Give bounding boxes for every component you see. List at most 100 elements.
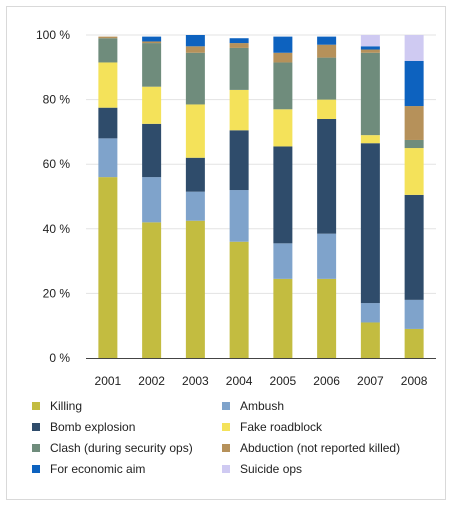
bar-segment bbox=[229, 89, 249, 131]
bar-segment bbox=[185, 52, 205, 105]
bar-segment bbox=[185, 104, 205, 158]
bar-segment bbox=[317, 278, 337, 358]
bar-segment bbox=[317, 118, 337, 234]
bar-segment bbox=[98, 107, 118, 139]
legend-item: Suicide ops bbox=[222, 461, 437, 476]
bar-segment bbox=[98, 177, 118, 358]
bar-segment bbox=[98, 38, 118, 63]
bar-segment bbox=[317, 57, 337, 100]
bar-segment bbox=[360, 52, 380, 136]
bars bbox=[98, 35, 424, 358]
bar-segment bbox=[142, 177, 162, 223]
legend-label: For economic aim bbox=[50, 461, 146, 476]
bar-segment bbox=[229, 38, 249, 44]
x-tick-label: 2005 bbox=[270, 374, 297, 388]
legend-item: Fake roadblock bbox=[222, 419, 437, 434]
x-tick-label: 2006 bbox=[313, 374, 340, 388]
bar-segment bbox=[404, 139, 424, 149]
gridlines bbox=[86, 34, 436, 294]
bar-segment bbox=[317, 36, 337, 45]
x-tick-label: 2008 bbox=[401, 374, 428, 388]
legend: Killing Ambush Bomb explosion Fake roadbloc… bbox=[32, 398, 442, 476]
x-tick-label: 2007 bbox=[357, 374, 384, 388]
x-tick-label: 2004 bbox=[226, 374, 253, 388]
bar-segment bbox=[229, 130, 249, 191]
legend-swatch bbox=[32, 443, 40, 452]
bar-segment bbox=[360, 135, 380, 144]
legend-item: Ambush bbox=[222, 398, 437, 413]
x-tick-label: 2003 bbox=[182, 374, 209, 388]
legend-label: Suicide ops bbox=[240, 461, 303, 476]
legend-item: Clash (during security ops) bbox=[32, 440, 222, 455]
legend-label: Fake roadblock bbox=[240, 419, 323, 434]
bar-segment bbox=[360, 143, 380, 304]
legend-swatch bbox=[222, 401, 230, 410]
bar-segment bbox=[185, 35, 205, 47]
legend-item: Abduction (not reported killed) bbox=[222, 440, 437, 455]
bar-segment bbox=[360, 35, 380, 47]
bar-segment bbox=[185, 220, 205, 358]
bar-segment bbox=[273, 243, 293, 279]
x-tick-label: 2001 bbox=[95, 374, 122, 388]
y-tick-label: 20 % bbox=[43, 286, 71, 300]
bar-segment bbox=[98, 36, 118, 39]
bar-segment bbox=[317, 99, 337, 119]
legend-swatch bbox=[222, 422, 230, 431]
legend-label: Ambush bbox=[240, 398, 285, 413]
legend-label: Killing bbox=[50, 398, 83, 413]
bar-segment bbox=[404, 148, 424, 195]
stacked-bar-chart: 0 %20 %40 %60 %80 %100 % 2001 2002 2003 200… bbox=[36, 28, 436, 388]
bar-segment bbox=[98, 138, 118, 178]
bar-segment bbox=[360, 303, 380, 323]
bar-segment bbox=[360, 49, 380, 53]
bar-segment bbox=[404, 60, 424, 107]
bar-segment bbox=[229, 241, 249, 358]
bar-segment bbox=[317, 44, 337, 58]
y-axis-labels: 0 % 20 % 40 % 60 % 80 % 100 % bbox=[36, 28, 70, 365]
bar-segment bbox=[317, 233, 337, 279]
legend-swatch bbox=[222, 443, 230, 452]
bar-segment bbox=[142, 123, 162, 178]
bar-segment bbox=[273, 278, 293, 358]
bar-segment bbox=[142, 36, 162, 42]
y-tick-label: 0 % bbox=[49, 351, 70, 365]
bar-segment bbox=[404, 299, 424, 329]
legend-swatch bbox=[32, 401, 40, 410]
bar-segment bbox=[404, 106, 424, 140]
bar-segment bbox=[185, 191, 205, 221]
y-tick-label: 60 % bbox=[43, 157, 71, 171]
bar-segment bbox=[360, 46, 380, 50]
bar-segment bbox=[229, 43, 249, 48]
bar-segment bbox=[360, 322, 380, 358]
bar-segment bbox=[404, 194, 424, 300]
bar-segment bbox=[404, 35, 424, 61]
legend-item: Killing bbox=[32, 398, 222, 413]
bar-segment bbox=[142, 86, 162, 124]
bar-segment bbox=[185, 46, 205, 53]
legend-item: Bomb explosion bbox=[32, 419, 222, 434]
bar-segment bbox=[185, 157, 205, 192]
y-tick-label: 80 % bbox=[43, 93, 71, 107]
bar-segment bbox=[273, 62, 293, 110]
bar-segment bbox=[142, 43, 162, 87]
x-tick-label: 2002 bbox=[138, 374, 165, 388]
y-tick-label: 100 % bbox=[36, 28, 70, 42]
legend-item: For economic aim bbox=[32, 461, 222, 476]
legend-label: Clash (during security ops) bbox=[50, 440, 193, 455]
bar-segment bbox=[404, 328, 424, 358]
bar-segment bbox=[142, 41, 162, 44]
y-tick-label: 40 % bbox=[43, 222, 71, 236]
bar-segment bbox=[273, 146, 293, 244]
bar-segment bbox=[273, 36, 293, 53]
bar-segment bbox=[142, 222, 162, 358]
bar-segment bbox=[273, 109, 293, 147]
legend-label: Bomb explosion bbox=[50, 419, 136, 434]
bar-segment bbox=[229, 190, 249, 242]
x-axis-labels: 2001 2002 2003 2004 2005 2006 2007 2008 bbox=[95, 374, 428, 388]
legend-swatch bbox=[32, 422, 40, 431]
bar-segment bbox=[273, 52, 293, 63]
bar-segment bbox=[229, 47, 249, 90]
legend-swatch bbox=[222, 464, 230, 473]
bar-segment bbox=[98, 62, 118, 108]
legend-swatch bbox=[32, 464, 40, 473]
